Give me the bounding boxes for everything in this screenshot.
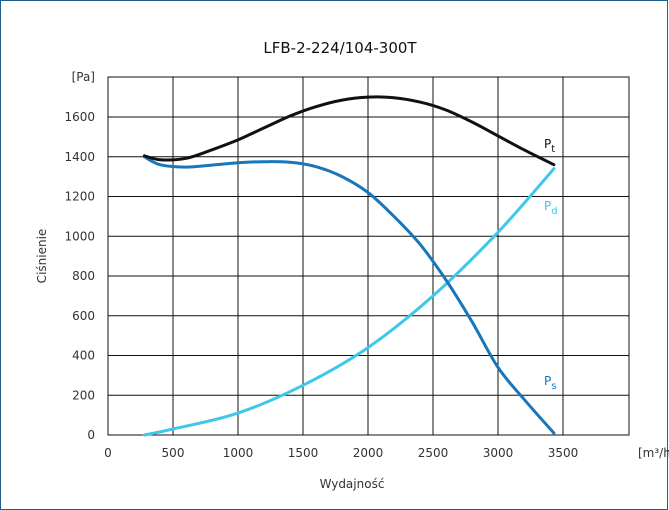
- x-tick-label: 2500: [418, 446, 449, 460]
- x-tick-label: 3000: [483, 446, 514, 460]
- y-tick-label: 200: [72, 388, 95, 402]
- x-tick-labels: 0 500 1000 1500 2000 2500 3000 3500: [104, 446, 578, 460]
- y-tick-label: 1600: [64, 110, 95, 124]
- series-label-ps: Ps: [544, 374, 556, 392]
- y-tick-label: 800: [72, 269, 95, 283]
- series-label-pd: Pd: [544, 199, 558, 217]
- series: [142, 95, 556, 437]
- y-tick-label: 1000: [64, 229, 95, 243]
- series-line-ps: [142, 155, 556, 435]
- x-tick-label: 1500: [288, 446, 319, 460]
- y-tick-label: 1400: [64, 150, 95, 164]
- series-labels: Pd Ps Pt: [544, 137, 558, 392]
- x-axis-title: Wydajność: [320, 477, 385, 491]
- y-tick-label: 0: [87, 428, 95, 442]
- y-tick-labels: 0 200 400 600 800 1000 1200 1400 1600: [64, 110, 95, 442]
- chart-title: LFB-2-224/104-300T: [263, 39, 417, 57]
- y-tick-label: 1200: [64, 190, 95, 204]
- y-axis-title: Ciśnienie: [35, 229, 49, 284]
- x-tick-label: 2000: [353, 446, 384, 460]
- series-line-pd: [142, 167, 556, 437]
- series-label-pt: Pt: [544, 137, 555, 155]
- x-tick-label: 500: [162, 446, 185, 460]
- x-tick-label: 0: [104, 446, 112, 460]
- x-tick-label: 3500: [548, 446, 579, 460]
- y-tick-label: 400: [72, 349, 95, 363]
- y-tick-label: 600: [72, 309, 95, 323]
- x-unit-label: [m³/h]: [638, 446, 669, 460]
- plot-area-border: [107, 76, 630, 436]
- x-tick-label: 1000: [223, 446, 254, 460]
- y-unit-label: [Pa]: [72, 70, 95, 84]
- series-line-pt: [142, 95, 556, 167]
